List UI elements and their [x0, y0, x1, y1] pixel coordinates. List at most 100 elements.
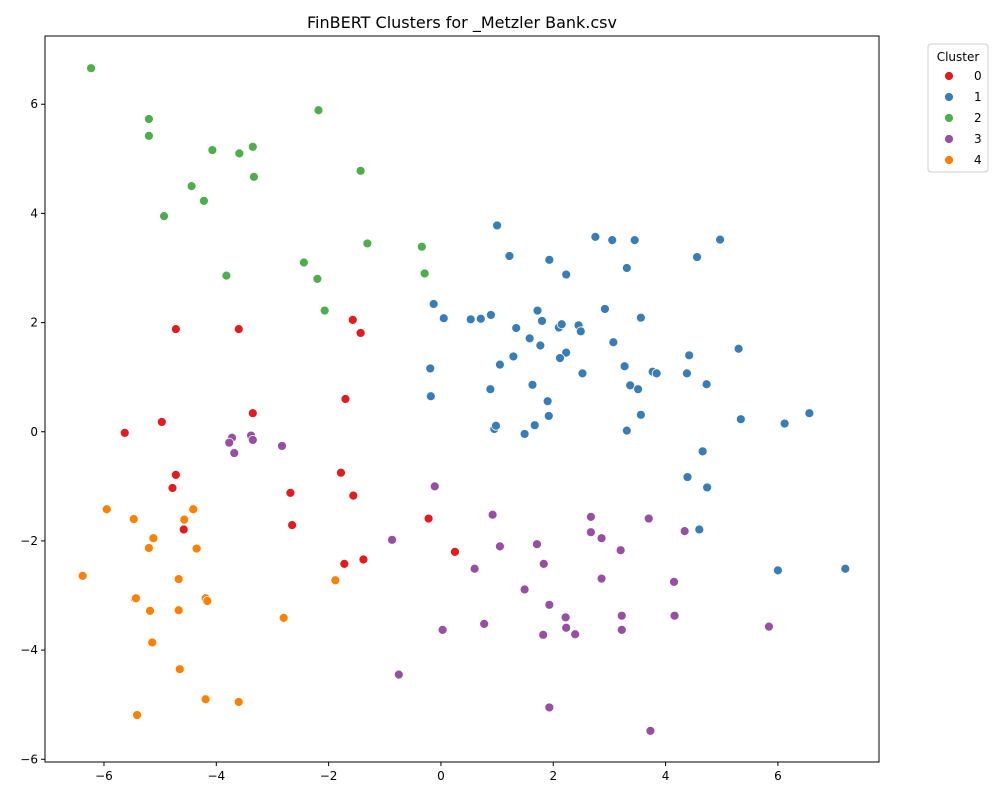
data-point-cluster-3	[538, 629, 549, 640]
y-tick-label: −4	[20, 643, 38, 657]
data-point-cluster-3	[247, 435, 258, 445]
data-point-cluster-1	[542, 396, 553, 407]
data-point-cluster-1	[608, 337, 619, 348]
data-point-cluster-3	[669, 610, 680, 621]
data-point-cluster-3	[479, 618, 490, 629]
legend-label: 0	[974, 69, 982, 83]
data-point-cluster-1	[492, 220, 503, 231]
data-point-cluster-2	[416, 241, 427, 252]
data-point-cluster-3	[538, 558, 549, 569]
data-point-cluster-1	[697, 446, 708, 457]
x-axis: −6 −4 −2 0 2 4 6	[95, 762, 782, 783]
data-point-cluster-0	[156, 417, 167, 427]
data-points	[77, 63, 851, 736]
data-point-cluster-1	[544, 254, 555, 265]
legend-marker	[944, 71, 954, 81]
data-point-cluster-3	[387, 534, 397, 545]
data-point-cluster-4	[132, 710, 143, 720]
x-tick-label: −4	[207, 769, 225, 783]
data-point-cluster-1	[495, 359, 505, 370]
data-point-cluster-2	[249, 171, 259, 182]
data-point-cluster-1	[607, 235, 618, 246]
data-point-cluster-3	[519, 584, 530, 595]
data-point-cluster-1	[635, 312, 646, 323]
data-point-cluster-1	[465, 314, 476, 325]
data-point-cluster-1	[635, 409, 646, 420]
data-point-cluster-1	[519, 429, 530, 439]
data-point-cluster-1	[619, 361, 630, 372]
data-point-cluster-3	[585, 512, 596, 522]
data-point-cluster-2	[419, 268, 430, 279]
data-point-cluster-4	[147, 637, 158, 648]
data-point-cluster-1	[735, 414, 746, 425]
data-point-cluster-0	[170, 469, 181, 480]
data-point-cluster-4	[174, 664, 185, 675]
data-point-cluster-3	[669, 576, 679, 587]
data-point-cluster-3	[544, 702, 555, 713]
data-point-cluster-1	[694, 524, 705, 535]
x-tick-label: 4	[662, 769, 670, 783]
legend-entries: 0 1 2 3 4	[944, 69, 982, 167]
data-point-cluster-0	[178, 524, 189, 535]
data-point-cluster-4	[202, 596, 213, 606]
x-tick-label: 0	[437, 769, 445, 783]
data-point-cluster-3	[596, 573, 607, 584]
data-point-cluster-1	[682, 472, 693, 482]
data-point-cluster-1	[651, 368, 662, 379]
data-point-cluster-1	[485, 384, 496, 395]
legend: Cluster 0 1 2 3 4	[927, 43, 989, 173]
y-axis: −6 −4 −2 0 2 4 6	[20, 97, 45, 766]
data-point-cluster-1	[621, 263, 632, 273]
data-point-cluster-0	[347, 314, 358, 325]
data-point-cluster-1	[524, 333, 535, 344]
y-tick-label: −6	[20, 752, 38, 766]
data-point-cluster-0	[167, 483, 178, 493]
data-point-cluster-1	[682, 368, 692, 379]
data-point-cluster-1	[491, 420, 501, 431]
data-point-cluster-1	[692, 252, 702, 262]
data-point-cluster-1	[555, 353, 565, 363]
data-point-cluster-3	[393, 669, 404, 680]
data-point-cluster-0	[119, 427, 130, 438]
data-point-cluster-4	[101, 504, 112, 515]
data-point-cluster-2	[319, 305, 330, 316]
legend-label: 2	[974, 111, 982, 125]
legend-label: 3	[974, 132, 982, 146]
data-point-cluster-1	[425, 363, 436, 374]
data-point-cluster-2	[143, 114, 154, 124]
data-point-cluster-1	[527, 379, 538, 390]
data-point-cluster-3	[679, 526, 690, 536]
data-point-cluster-2	[199, 195, 209, 206]
data-point-cluster-0	[450, 546, 460, 557]
data-point-cluster-2	[86, 63, 96, 74]
data-point-cluster-3	[469, 563, 480, 574]
legend-marker	[944, 113, 954, 123]
data-point-cluster-2	[207, 145, 218, 155]
data-point-cluster-1	[511, 323, 522, 333]
data-point-cluster-1	[425, 391, 436, 402]
data-point-cluster-4	[131, 593, 141, 604]
data-point-cluster-4	[143, 543, 154, 553]
data-point-cluster-2	[313, 105, 324, 116]
legend-label: 4	[974, 153, 982, 167]
data-point-cluster-2	[234, 148, 245, 159]
data-point-cluster-3	[495, 541, 505, 552]
data-point-cluster-1	[475, 313, 486, 324]
data-point-cluster-1	[629, 235, 640, 246]
data-point-cluster-2	[247, 141, 258, 152]
data-point-cluster-1	[438, 313, 449, 324]
data-point-cluster-3	[616, 610, 627, 621]
data-point-cluster-3	[615, 545, 626, 556]
data-point-cluster-1	[428, 299, 439, 309]
data-point-cluster-4	[179, 514, 190, 525]
data-point-cluster-2	[143, 130, 154, 141]
data-point-cluster-3	[585, 527, 596, 538]
data-point-cluster-4	[278, 612, 289, 623]
chart-title: FinBERT Clusters for _Metzler Bank.csv	[307, 13, 617, 33]
data-point-cluster-2	[355, 165, 366, 176]
data-point-cluster-3	[764, 621, 774, 632]
legend-title: Cluster	[937, 50, 980, 64]
y-tick-label: −2	[20, 534, 38, 548]
data-point-cluster-3	[544, 599, 555, 610]
data-point-cluster-1	[561, 269, 572, 280]
